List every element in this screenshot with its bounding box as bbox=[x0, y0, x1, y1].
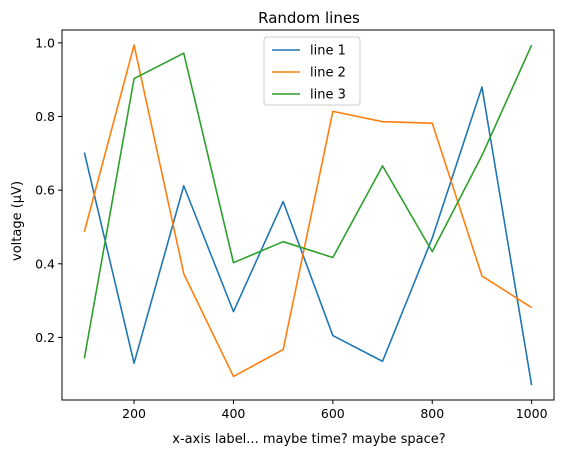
y-axis-label: voltage (μV) bbox=[10, 181, 25, 261]
y-tick-label: 1.0 bbox=[35, 35, 55, 50]
legend-label-2: line 2 bbox=[310, 66, 346, 81]
y-tick-label: 0.2 bbox=[35, 330, 55, 345]
legend: line 1 line 2 line 3 bbox=[263, 36, 361, 106]
x-tick-label: 600 bbox=[321, 406, 345, 421]
legend-label-1: line 1 bbox=[310, 44, 346, 59]
series-line-1 bbox=[83, 86, 533, 386]
x-tick-label: 200 bbox=[122, 406, 146, 421]
series-layer bbox=[83, 44, 533, 386]
legend-box bbox=[263, 36, 361, 106]
legend-label-3: line 3 bbox=[310, 88, 346, 103]
series-line-2 bbox=[83, 44, 533, 378]
x-tick-label: 800 bbox=[420, 406, 444, 421]
y-tick-label: 0.6 bbox=[35, 183, 55, 198]
x-axis-label: x-axis label... maybe time? maybe space? bbox=[172, 432, 445, 447]
y-tick-label: 0.4 bbox=[35, 256, 55, 271]
y-tick-label: 0.8 bbox=[35, 109, 55, 124]
y-axis-ticks: 0.2 0.4 0.6 0.8 1.0 bbox=[35, 35, 62, 345]
x-tick-label: 400 bbox=[222, 406, 246, 421]
plot-frame bbox=[61, 29, 555, 401]
x-axis-ticks: 200 400 600 800 1000 bbox=[122, 400, 548, 421]
chart-title: Random lines bbox=[258, 9, 360, 27]
x-tick-label: 1000 bbox=[516, 406, 548, 421]
series-line-3 bbox=[83, 44, 533, 359]
